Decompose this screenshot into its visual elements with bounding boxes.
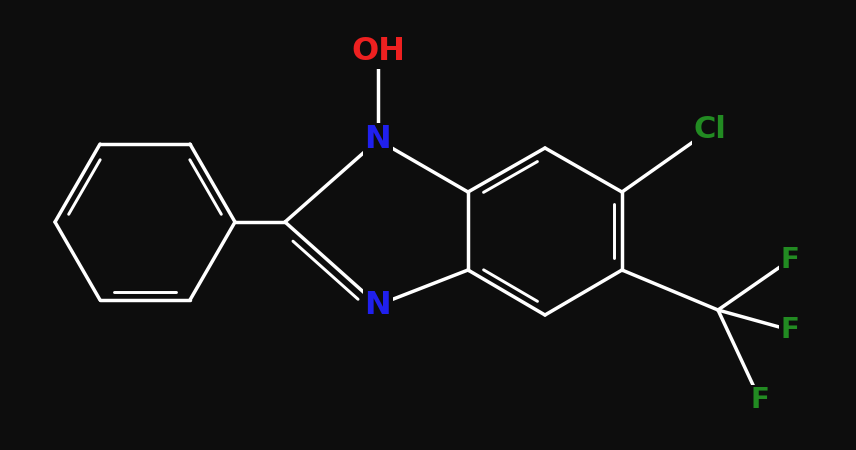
Text: Cl: Cl — [693, 116, 727, 144]
Text: N: N — [365, 289, 391, 320]
Text: OH: OH — [351, 36, 405, 68]
Text: N: N — [365, 125, 391, 156]
Text: F: F — [781, 246, 800, 274]
Text: F: F — [781, 316, 800, 344]
Text: F: F — [751, 386, 770, 414]
